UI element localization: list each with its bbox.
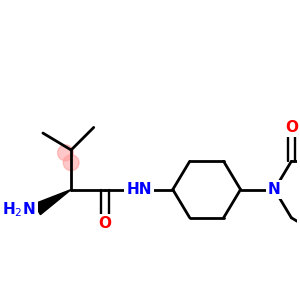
Text: HN: HN: [126, 182, 152, 197]
Text: O: O: [98, 216, 112, 231]
Circle shape: [63, 155, 79, 171]
Text: N: N: [268, 182, 281, 197]
Text: H$_2$N: H$_2$N: [2, 200, 36, 219]
Circle shape: [58, 145, 74, 161]
Text: O: O: [285, 120, 298, 135]
Polygon shape: [34, 190, 71, 215]
